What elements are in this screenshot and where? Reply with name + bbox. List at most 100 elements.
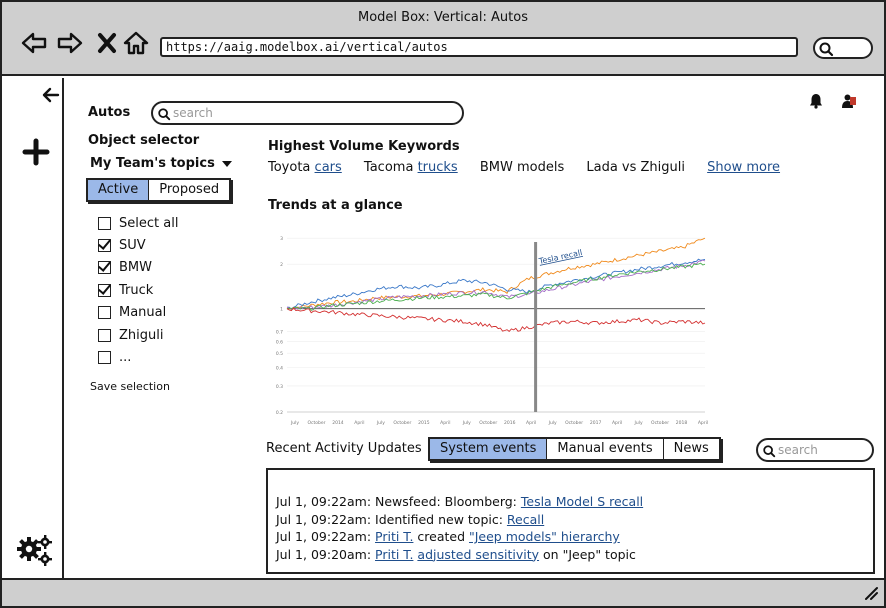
chart-series-line <box>286 237 706 310</box>
checkbox-box[interactable] <box>98 306 111 320</box>
activity-timestamp: Jul 1, 09:22am: <box>276 494 372 509</box>
close-icon[interactable] <box>94 30 122 56</box>
keyword-item: Tacoma trucks <box>364 160 458 175</box>
settings-gear-icon[interactable] <box>16 534 54 566</box>
checkbox-select-all[interactable]: Select all <box>98 212 178 234</box>
checkbox-label: ... <box>119 350 132 366</box>
checkbox-zhiguli[interactable]: Zhiguli <box>98 324 178 346</box>
chart-x-tick: October <box>307 420 325 426</box>
chart-y-tick: 0.3 <box>276 384 283 390</box>
activity-timestamp: Jul 1, 09:22am: <box>276 511 372 527</box>
checkbox-box[interactable] <box>98 328 111 342</box>
tab-active[interactable]: Active <box>88 180 149 200</box>
activity-link[interactable]: Recall <box>506 511 545 527</box>
chart-x-tick: July <box>290 420 299 426</box>
checkbox-bmw[interactable]: BMW <box>98 257 178 279</box>
chart-x-tick: April <box>440 420 450 426</box>
search-icon <box>819 42 834 57</box>
chart-y-tick: 0.7 <box>276 330 283 336</box>
bell-icon[interactable] <box>808 93 824 109</box>
keyword-link-trucks[interactable]: trucks <box>417 160 458 175</box>
chart-x-tick: July <box>376 420 385 426</box>
keyword-prefix: Toyota <box>268 160 311 175</box>
resize-grip-icon[interactable] <box>864 586 878 600</box>
tab-system-events[interactable]: System events <box>430 439 547 459</box>
keyword-item-bmw-models: BMW models <box>479 160 565 175</box>
activity-search-input[interactable] <box>778 441 870 459</box>
chart-x-tick: 2014 <box>332 420 344 426</box>
checkbox-label: Truck <box>119 282 154 298</box>
checkbox-label: Zhiguli <box>119 327 164 343</box>
keyword-item-lada-vs-zhiguli: Lada vs Zhiguli <box>586 160 685 175</box>
chart-series-line <box>286 259 706 310</box>
checkbox-truck[interactable]: Truck <box>98 279 178 301</box>
chart-y-tick: 0.6 <box>276 339 283 345</box>
chart-annotation-label[interactable]: Tesla recall <box>537 248 583 266</box>
back-arrow-icon[interactable] <box>20 30 48 56</box>
activity-text: Identified new topic: <box>371 511 507 527</box>
url-bar[interactable]: https://aaig.modelbox.ai/vertical/autos <box>160 37 798 57</box>
search-icon <box>158 108 171 121</box>
team-topics-dropdown[interactable]: My Team's topics <box>90 156 233 171</box>
chart-x-tick: October <box>479 420 497 426</box>
show-more-link[interactable]: Show more <box>707 160 781 175</box>
forward-arrow-icon[interactable] <box>56 30 84 56</box>
chart-x-tick: April <box>612 420 622 426</box>
activity-timestamp: Jul 1, 09:20am: <box>276 546 372 562</box>
activity-link[interactable]: Priti T. <box>375 529 414 544</box>
main-search[interactable] <box>151 101 464 125</box>
checkbox-box[interactable] <box>98 261 111 275</box>
checkbox-box[interactable] <box>98 239 111 253</box>
chart-x-tick: July <box>462 420 471 426</box>
tab-proposed[interactable]: Proposed <box>148 180 229 200</box>
activity-link[interactable]: "Jeep models" hierarchy <box>468 529 620 544</box>
chart-x-tick: 2015 <box>418 420 430 426</box>
checkbox-box[interactable] <box>98 283 111 297</box>
trends-chart[interactable]: 3 2 1 0.7 0.6 0.5 0.4 0.3 0.2 July October 2014 Apri… <box>265 220 709 428</box>
chart-y-tick: 0.2 <box>276 410 283 416</box>
checkbox-label: Select all <box>119 215 179 231</box>
keyword-prefix: Tacoma <box>363 160 414 175</box>
activity-tabs: System events Manual events News <box>428 437 721 461</box>
checkbox-box[interactable] <box>98 351 111 365</box>
user-avatar-icon[interactable] <box>841 93 857 109</box>
save-selection-button[interactable]: Save selection <box>90 380 170 393</box>
activity-line: Jul 1, 09:22am: Newsfeed: Bloomberg: Tes… <box>276 494 643 509</box>
chart-x-tick: October <box>565 420 583 426</box>
checkbox-suv[interactable]: SUV <box>98 234 178 256</box>
checkbox-more[interactable]: ... <box>98 346 178 368</box>
keyword-item: Toyota cars <box>268 160 342 175</box>
keywords-list: Toyota cars Tacoma trucks BMW models Lad… <box>268 160 780 175</box>
selector-tabs: Active Proposed <box>86 178 232 202</box>
activity-link[interactable]: adjusted sensitivity <box>417 546 540 562</box>
trends-heading: Trends at a glance <box>268 198 403 213</box>
chart-series-line <box>286 262 706 311</box>
main-search-input[interactable] <box>173 104 421 122</box>
chart-series-line <box>287 258 706 310</box>
checkbox-label: Manual <box>119 305 167 321</box>
tab-news[interactable]: News <box>662 439 719 459</box>
activity-text: Newsfeed: Bloomberg: <box>371 494 521 509</box>
activity-line: Jul 1, 09:22am: Priti T. created "Jeep m… <box>276 529 620 544</box>
search-icon <box>763 445 776 458</box>
keywords-heading: Highest Volume Keywords <box>268 139 460 154</box>
chart-x-tick: July <box>634 420 643 426</box>
chart-x-tick: April <box>526 420 536 426</box>
activity-link[interactable]: Priti T. <box>375 546 414 562</box>
collapse-arrow-icon[interactable] <box>42 86 60 104</box>
keyword-link-cars[interactable]: cars <box>314 160 342 175</box>
home-icon[interactable] <box>122 30 150 56</box>
chart-series-line <box>286 307 706 333</box>
activity-search[interactable] <box>756 438 874 462</box>
checkbox-box[interactable] <box>98 216 111 230</box>
chart-x-tick: April <box>698 420 708 426</box>
chart-x-tick: April <box>354 420 364 426</box>
activity-timestamp: Jul 1, 09:22am: <box>276 529 372 544</box>
plus-icon[interactable] <box>22 138 50 166</box>
tab-manual-events[interactable]: Manual events <box>546 439 662 459</box>
activity-link[interactable]: Tesla Model S recall <box>520 494 644 509</box>
browser-search[interactable] <box>813 37 873 59</box>
chart-x-tick: 2016 <box>504 420 516 426</box>
checkbox-manual[interactable]: Manual <box>98 302 178 324</box>
